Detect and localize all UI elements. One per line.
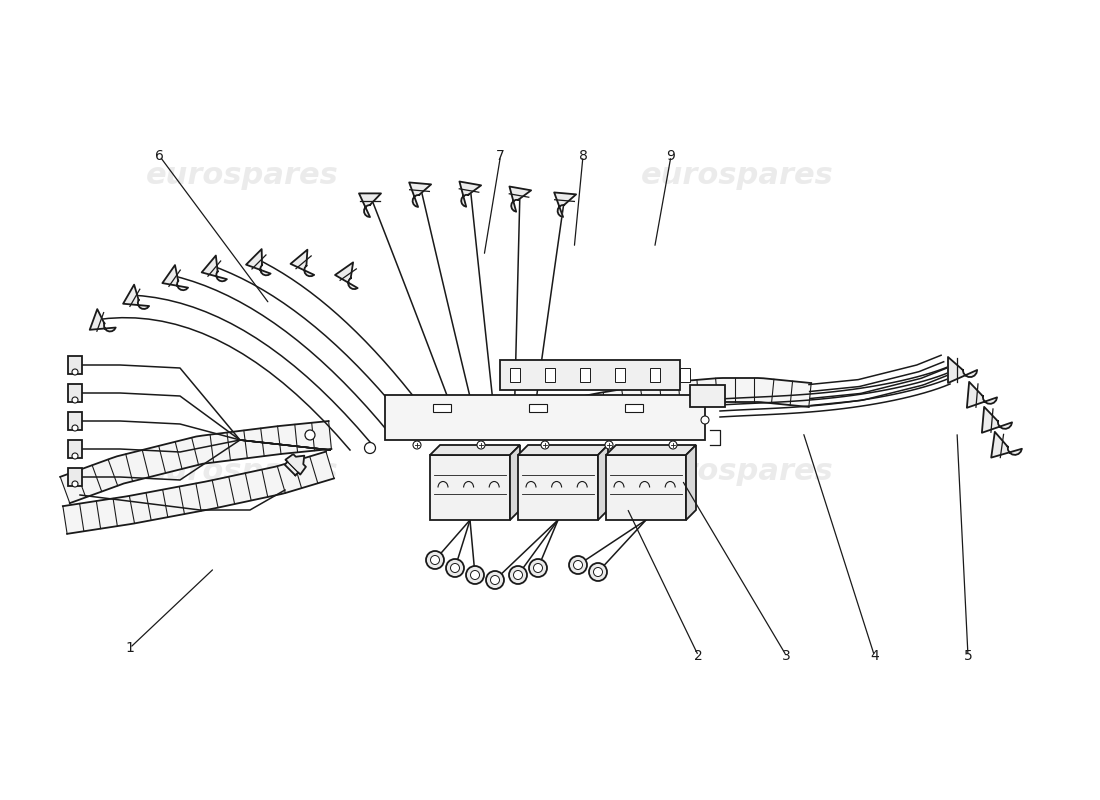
- Polygon shape: [60, 421, 331, 503]
- Circle shape: [430, 555, 440, 565]
- Bar: [680, 368, 690, 382]
- Text: 5: 5: [964, 649, 972, 663]
- Bar: [68, 384, 82, 402]
- Bar: [690, 385, 725, 407]
- Bar: [529, 404, 547, 412]
- Text: 2: 2: [694, 649, 703, 663]
- Circle shape: [364, 442, 375, 454]
- Circle shape: [569, 556, 587, 574]
- Polygon shape: [518, 445, 608, 455]
- Polygon shape: [554, 193, 576, 217]
- Bar: [68, 412, 82, 430]
- Polygon shape: [509, 186, 531, 212]
- Polygon shape: [285, 454, 306, 475]
- Circle shape: [72, 481, 78, 487]
- Bar: [68, 440, 82, 458]
- Polygon shape: [606, 445, 696, 455]
- Circle shape: [491, 575, 499, 585]
- Circle shape: [541, 441, 549, 449]
- Circle shape: [72, 369, 78, 375]
- Polygon shape: [548, 378, 811, 426]
- Text: eurospares: eurospares: [640, 162, 834, 190]
- Bar: [518, 455, 598, 520]
- Circle shape: [305, 430, 315, 440]
- Polygon shape: [598, 445, 608, 520]
- Circle shape: [426, 551, 444, 569]
- Text: eurospares: eurospares: [145, 162, 339, 190]
- Circle shape: [72, 453, 78, 459]
- Bar: [430, 455, 510, 520]
- Bar: [544, 368, 556, 382]
- Circle shape: [477, 441, 485, 449]
- Polygon shape: [430, 445, 520, 455]
- Polygon shape: [967, 382, 997, 408]
- Circle shape: [529, 559, 547, 577]
- Circle shape: [446, 559, 464, 577]
- Bar: [580, 368, 590, 382]
- Polygon shape: [982, 407, 1012, 433]
- Text: eurospares: eurospares: [640, 458, 834, 486]
- Bar: [68, 356, 82, 374]
- Bar: [385, 395, 705, 440]
- Text: 9: 9: [667, 149, 675, 163]
- Polygon shape: [510, 445, 520, 520]
- Circle shape: [588, 563, 607, 581]
- Bar: [615, 368, 625, 382]
- Circle shape: [72, 425, 78, 431]
- Circle shape: [605, 441, 613, 449]
- Text: 8: 8: [579, 149, 587, 163]
- Bar: [500, 360, 680, 390]
- Circle shape: [72, 397, 78, 403]
- Circle shape: [509, 566, 527, 584]
- Polygon shape: [991, 432, 1022, 458]
- Bar: [625, 404, 644, 412]
- Circle shape: [466, 566, 484, 584]
- Text: eurospares: eurospares: [145, 458, 339, 486]
- Circle shape: [412, 441, 421, 449]
- Polygon shape: [246, 249, 271, 275]
- Text: 6: 6: [155, 149, 164, 163]
- Polygon shape: [460, 182, 481, 206]
- Circle shape: [594, 567, 603, 577]
- Polygon shape: [336, 262, 358, 289]
- Text: 7: 7: [496, 149, 505, 163]
- Polygon shape: [686, 445, 696, 520]
- Polygon shape: [90, 309, 116, 331]
- Bar: [510, 368, 520, 382]
- Bar: [606, 455, 686, 520]
- Circle shape: [486, 571, 504, 589]
- Bar: [68, 468, 82, 486]
- Polygon shape: [359, 194, 381, 217]
- Polygon shape: [409, 182, 431, 207]
- Circle shape: [669, 441, 676, 449]
- Text: 1: 1: [125, 641, 134, 655]
- Text: 3: 3: [782, 649, 791, 663]
- Polygon shape: [948, 357, 977, 383]
- Polygon shape: [290, 250, 315, 276]
- Polygon shape: [63, 451, 334, 534]
- Circle shape: [514, 570, 522, 579]
- Polygon shape: [163, 265, 188, 290]
- Polygon shape: [201, 255, 227, 282]
- Text: 4: 4: [870, 649, 879, 663]
- Circle shape: [701, 416, 710, 424]
- Circle shape: [471, 570, 480, 579]
- Circle shape: [451, 563, 460, 573]
- Circle shape: [534, 563, 542, 573]
- Circle shape: [573, 561, 583, 570]
- Bar: [433, 404, 451, 412]
- Polygon shape: [123, 285, 150, 309]
- Bar: [650, 368, 660, 382]
